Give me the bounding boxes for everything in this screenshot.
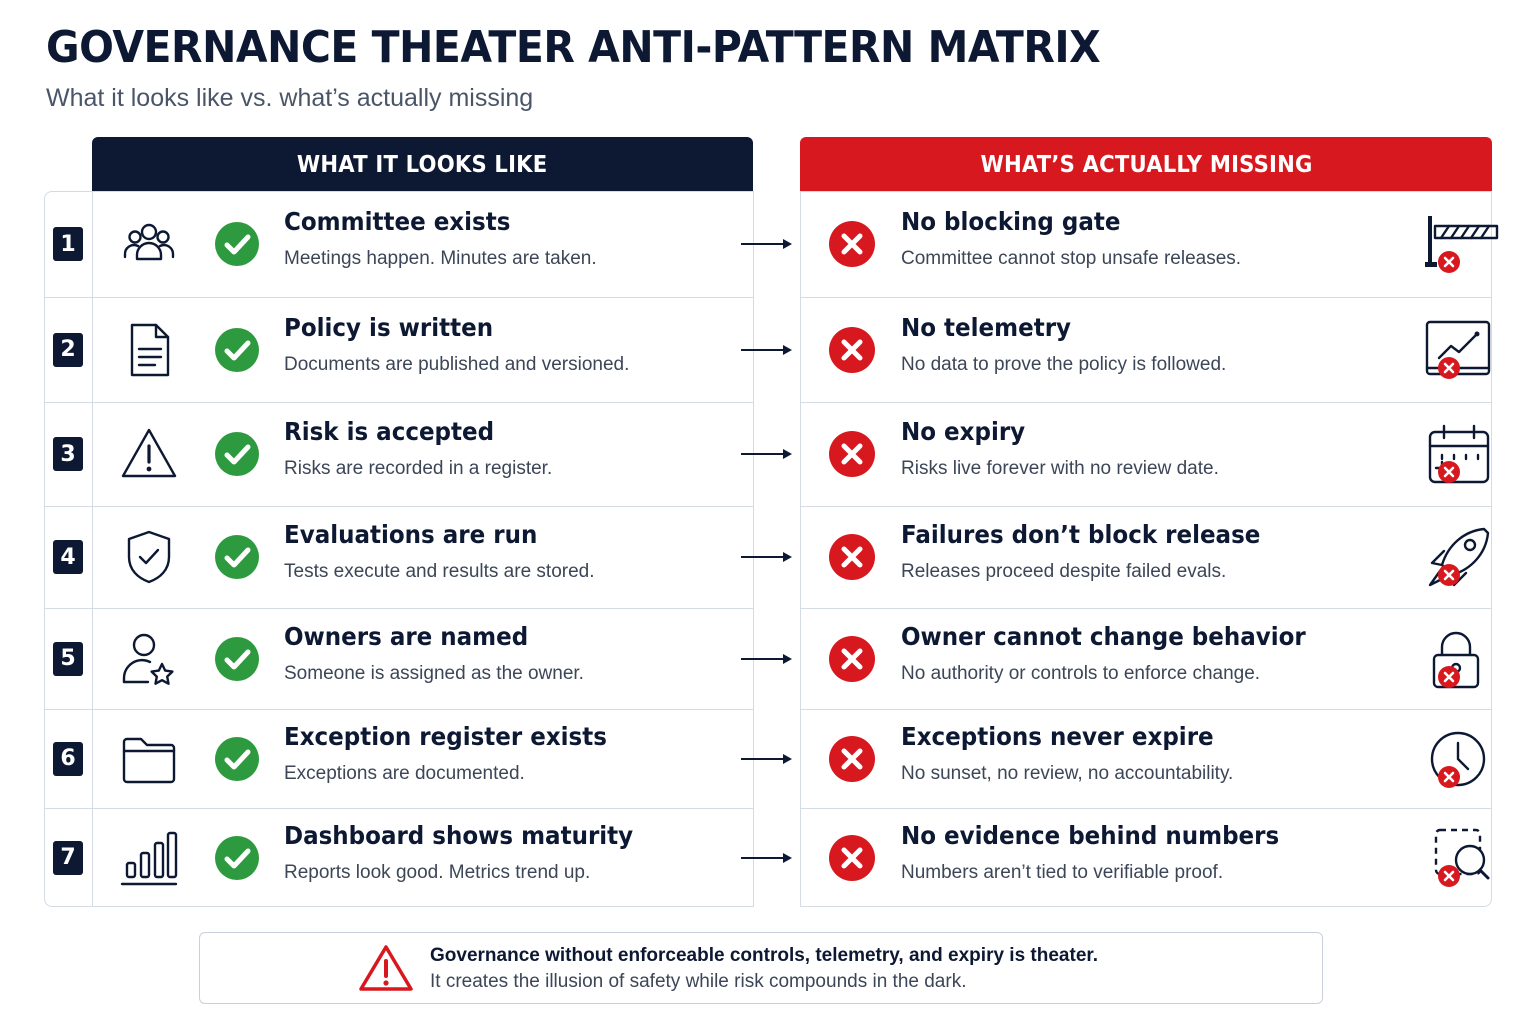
bar-chart-icon	[120, 829, 178, 887]
left-item-description: Tests execute and results are stored.	[284, 561, 595, 582]
right-item-description: Risks live forever with no review date.	[901, 458, 1219, 479]
barrier-gate-icon	[1374, 212, 1499, 282]
right-item-description: No authority or controls to enforce chan…	[901, 662, 1261, 684]
table-row: 5 Owners are named Someone is assigned as …	[44, 608, 1492, 709]
arrow-right-icon	[741, 552, 792, 562]
column-header-left-label: WHAT IT LOOKS LIKE	[297, 151, 548, 178]
row-number: 2	[53, 332, 83, 367]
warning-triangle-icon	[120, 425, 178, 483]
x-badge-icon	[1438, 665, 1460, 688]
row-number: 4	[53, 540, 83, 574]
left-item-title: Dashboard shows maturity	[284, 820, 634, 850]
warning-triangle-icon	[359, 945, 413, 991]
left-item-title: Exception register exists	[284, 721, 607, 751]
page-subtitle: What it looks like vs. what’s actually m…	[46, 84, 534, 112]
arrow-right-icon	[741, 344, 792, 355]
right-item-title: Exceptions never expire	[901, 721, 1214, 751]
page-title: GOVERNANCE THEATER ANTI-PATTERN MATRIX	[46, 22, 1101, 73]
x-badge-icon	[1438, 356, 1460, 379]
table-row: 7 Dashboard shows maturity Reports look go…	[44, 808, 1492, 907]
left-item-title: Committee exists	[284, 207, 511, 236]
right-item-title: No expiry	[901, 417, 1026, 446]
arrow-right-icon	[741, 753, 792, 764]
left-item-description: Someone is assigned as the owner.	[284, 662, 584, 684]
x-badge-icon	[1438, 864, 1460, 887]
row-number: 5	[53, 641, 83, 676]
right-item-title: No telemetry	[901, 312, 1072, 342]
table-row: 6 Exception register exists Exceptions are…	[44, 709, 1492, 808]
table-row: 2 Policy is written Documents are publishe…	[44, 297, 1492, 402]
folder-icon	[120, 730, 178, 788]
magnifier-dashed-icon	[1374, 826, 1490, 896]
padlock-icon	[1374, 627, 1480, 697]
check-icon	[215, 327, 259, 372]
column-header-right: WHAT’S ACTUALLY MISSING	[800, 137, 1492, 192]
right-item-title: No evidence behind numbers	[901, 820, 1280, 850]
left-item-description: Documents are published and versioned.	[284, 353, 630, 375]
left-item-description: Reports look good. Metrics trend up.	[284, 861, 591, 883]
left-item-title: Owners are named	[284, 621, 529, 651]
clock-icon	[1374, 727, 1486, 797]
check-icon	[215, 636, 259, 681]
table-row: 3 Risk is accepted Risks are recorded in a…	[44, 402, 1492, 506]
left-item-title: Evaluations are run	[284, 520, 538, 549]
arrow-right-icon	[741, 653, 792, 664]
footer-callout: Governance without enforceable controls,…	[199, 932, 1323, 1004]
left-item-description: Meetings happen. Minutes are taken.	[284, 248, 597, 269]
x-badge-icon	[1438, 251, 1460, 273]
right-item-title: Failures don’t block release	[901, 520, 1261, 549]
right-item-description: No data to prove the policy is followed.	[901, 353, 1227, 375]
x-circle-icon	[829, 221, 875, 267]
left-item-title: Policy is written	[284, 312, 494, 342]
check-icon	[215, 222, 259, 266]
row-number: 3	[53, 437, 83, 471]
arrow-right-icon	[741, 449, 792, 459]
row-number: 1	[53, 227, 83, 261]
right-panel	[800, 191, 1492, 907]
column-header-left: WHAT IT LOOKS LIKE	[92, 137, 753, 192]
row-number: 6	[53, 741, 83, 776]
left-item-description: Exceptions are documented.	[284, 762, 525, 784]
right-item-title: No blocking gate	[901, 207, 1121, 236]
calendar-icon	[1374, 422, 1490, 492]
arrow-right-icon	[741, 852, 792, 863]
x-circle-icon	[829, 834, 875, 881]
check-icon	[215, 535, 259, 579]
x-badge-icon	[1438, 765, 1460, 788]
user-star-icon	[120, 630, 178, 688]
column-divider	[753, 191, 754, 907]
x-circle-icon	[829, 431, 875, 477]
footer-headline: Governance without enforceable controls,…	[430, 945, 1099, 966]
column-header-right-label: WHAT’S ACTUALLY MISSING	[979, 151, 1313, 178]
table-row: 4 Evaluations are run Tests execute and re…	[44, 506, 1492, 608]
left-item-description: Risks are recorded in a register.	[284, 458, 553, 479]
right-item-description: Numbers aren’t tied to verifiable proof.	[901, 861, 1224, 883]
check-icon	[215, 835, 259, 880]
table-row: 1 Committee exists Meetings happen. Minute…	[44, 191, 1499, 297]
right-item-description: Releases proceed despite failed evals.	[901, 561, 1227, 582]
rocket-icon	[1374, 525, 1490, 595]
x-circle-icon	[829, 735, 875, 782]
chart-monitor-icon	[1374, 318, 1491, 388]
x-badge-icon	[1438, 564, 1460, 586]
row-number: 7	[53, 840, 83, 875]
x-badge-icon	[1438, 461, 1460, 483]
left-panel	[44, 191, 753, 907]
x-circle-icon	[829, 326, 875, 373]
check-icon	[215, 432, 259, 476]
document-icon	[120, 321, 178, 379]
left-item-title: Risk is accepted	[284, 417, 495, 446]
right-item-description: Committee cannot stop unsafe releases.	[901, 248, 1242, 269]
arrow-right-icon	[741, 239, 792, 249]
x-circle-icon	[829, 635, 875, 682]
shield-check-icon	[120, 528, 178, 586]
right-item-title: Owner cannot change behavior	[901, 621, 1306, 651]
footer-detail: It creates the illusion of safety while …	[430, 971, 967, 992]
check-icon	[215, 736, 259, 781]
right-item-description: No sunset, no review, no accountability.	[901, 762, 1234, 784]
people-group-icon	[120, 215, 178, 273]
x-circle-icon	[829, 534, 875, 580]
